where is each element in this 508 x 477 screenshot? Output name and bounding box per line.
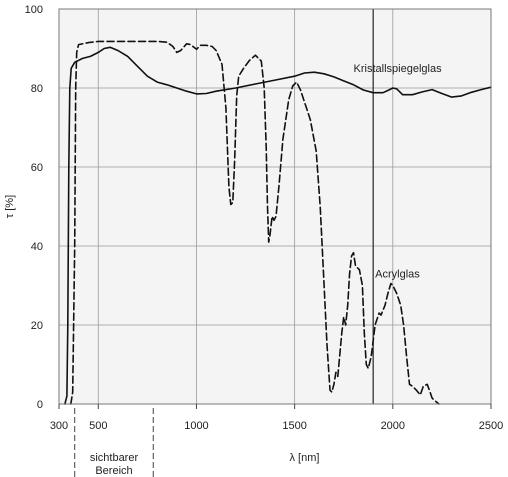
region-label-line-1: sichtbarer [90, 452, 139, 464]
y-axis-label: τ [%] [4, 195, 16, 218]
series-label-2: Acrylglas [375, 269, 420, 281]
x-axis-ticks: 300 500 1000 1500 2000 2500 [50, 404, 503, 432]
x-axis-label: λ [nm] [289, 452, 319, 464]
x-tick-label: 1000 [184, 420, 208, 432]
x-tick-label: 2500 [479, 420, 503, 432]
x-tick-label: 1500 [282, 420, 306, 432]
series-line-1 [64, 46, 492, 405]
plot-area [59, 9, 491, 404]
x-tick-label: 300 [50, 420, 68, 432]
y-tick-label: 80 [31, 83, 43, 95]
y-tick-label: 60 [31, 162, 43, 174]
series-line-2 [70, 40, 440, 405]
y-tick-label: 100 [25, 4, 43, 16]
series-layer: Kristallspiegelglas Acrylglas [64, 40, 492, 405]
y-tick-label: 20 [31, 320, 43, 332]
region-label-line-2: Bereich [95, 465, 132, 477]
series-label-1: Kristallspiegelglas [354, 63, 443, 75]
grid [59, 9, 491, 404]
x-tick-label: 500 [89, 420, 107, 432]
y-tick-label: 0 [37, 399, 43, 411]
plot-frame [58, 8, 492, 405]
y-tick-label: 40 [31, 241, 43, 253]
y-axis-ticks: 0 20 40 60 80 100 [25, 4, 43, 411]
x-tick-label: 2000 [381, 420, 405, 432]
visible-region: sichtbarer Bereich [74, 408, 154, 477]
